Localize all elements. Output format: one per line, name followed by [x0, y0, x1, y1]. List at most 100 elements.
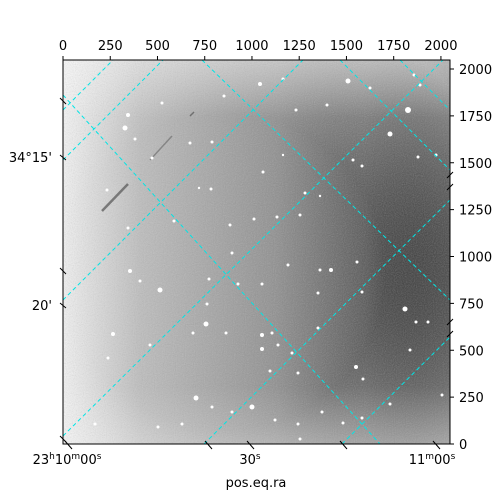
- right-tick-label: 1250: [459, 204, 492, 219]
- right-tick-label: 500: [459, 344, 484, 359]
- star: [298, 437, 302, 441]
- star: [296, 422, 300, 426]
- star: [286, 263, 290, 267]
- star: [387, 131, 393, 137]
- star: [281, 153, 285, 157]
- star: [228, 223, 232, 227]
- right-coord-tick: [446, 318, 454, 326]
- star: [361, 377, 365, 381]
- star: [207, 277, 211, 281]
- star: [360, 416, 364, 420]
- star: [126, 226, 130, 230]
- star: [93, 422, 97, 426]
- bottom-tick-label: 11m00s: [409, 452, 456, 468]
- right-tick-label: 250: [459, 391, 484, 406]
- star: [230, 251, 234, 255]
- bottom-tick-label: 30s: [239, 452, 261, 468]
- top-tick-label: 2000: [424, 39, 457, 54]
- star: [354, 365, 358, 369]
- star: [210, 140, 214, 144]
- star: [160, 101, 164, 105]
- star: [126, 113, 130, 117]
- star: [128, 269, 132, 273]
- star: [260, 333, 264, 337]
- star: [105, 188, 109, 192]
- streak: [189, 111, 195, 117]
- star: [150, 156, 154, 160]
- right-coord-tick: [446, 183, 454, 191]
- star: [402, 306, 408, 312]
- star: [273, 418, 277, 422]
- star: [360, 164, 364, 168]
- star: [316, 291, 320, 295]
- grid-line: [63, 60, 444, 437]
- star: [270, 331, 274, 335]
- star: [249, 404, 255, 410]
- star: [188, 141, 192, 145]
- star: [252, 217, 256, 221]
- star: [290, 351, 294, 355]
- sky-image: [63, 60, 450, 444]
- right-tick-label: 0: [459, 438, 467, 453]
- star: [133, 137, 137, 141]
- star: [355, 260, 359, 264]
- right-tick-label: 2000: [459, 63, 492, 78]
- left-axis: 34°15' 20': [9, 97, 67, 443]
- star: [210, 405, 214, 409]
- star: [294, 108, 298, 112]
- star: [172, 219, 176, 223]
- star: [268, 369, 272, 373]
- star: [418, 83, 422, 87]
- top-tick-label: 750: [192, 39, 217, 54]
- star: [230, 410, 234, 414]
- top-axis: 0 250 500 750 1000 1250 1500 1750 2000: [59, 39, 457, 60]
- grid-line: [63, 60, 164, 161]
- star: [296, 371, 300, 375]
- right-tick-label: 1000: [459, 251, 492, 266]
- right-tick-label: 750: [459, 297, 484, 312]
- star: [351, 158, 355, 162]
- grid-line: [201, 60, 450, 301]
- grid-line: [63, 94, 381, 444]
- right-coord-tick: [446, 171, 454, 179]
- star: [111, 332, 115, 336]
- star: [106, 356, 110, 360]
- bottom-axis-label: pos.eq.ra: [226, 476, 287, 491]
- star: [298, 213, 302, 217]
- streak: [149, 135, 173, 161]
- star: [329, 268, 333, 272]
- grid-line: [341, 336, 450, 444]
- star: [414, 320, 418, 324]
- left-tick-label: 20': [32, 299, 52, 314]
- star: [209, 187, 213, 191]
- grid-line: [399, 60, 450, 111]
- top-tick-label: 500: [145, 39, 170, 54]
- left-tick-label: 34°15': [9, 151, 52, 166]
- star: [408, 348, 412, 352]
- grid-line: [63, 60, 304, 301]
- star: [138, 279, 142, 283]
- coordinate-grid: [63, 60, 450, 444]
- star: [180, 422, 184, 426]
- star: [440, 393, 444, 397]
- star: [412, 73, 416, 77]
- star: [426, 320, 430, 324]
- star: [157, 287, 163, 293]
- plot-frame: [62, 59, 451, 445]
- star: [203, 321, 209, 327]
- right-tick-label: 1500: [459, 157, 492, 172]
- star: [320, 410, 324, 414]
- star: [224, 331, 228, 335]
- grid-line: [63, 60, 114, 111]
- star: [260, 282, 264, 286]
- stars: [93, 73, 444, 441]
- star: [416, 155, 420, 159]
- star: [318, 268, 322, 272]
- top-tick-label: 250: [98, 39, 123, 54]
- star: [405, 107, 411, 113]
- right-tick-label: 1750: [459, 110, 492, 125]
- streak: [101, 183, 129, 212]
- star: [341, 421, 345, 425]
- grid-line: [339, 60, 450, 171]
